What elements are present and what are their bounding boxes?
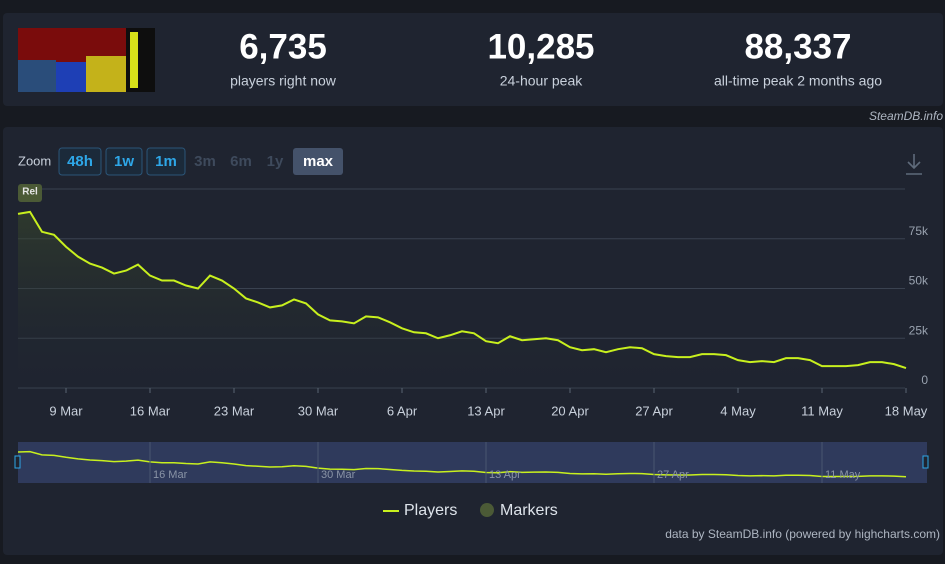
source: SteamDB.info xyxy=(869,109,943,123)
navigator-handle[interactable] xyxy=(922,455,929,469)
zoom-button[interactable]: 3m xyxy=(194,153,216,170)
x-tick-label: 30 Mar xyxy=(298,403,339,418)
x-tick-label: 23 Mar xyxy=(214,403,255,418)
navigator-label: 16 Mar xyxy=(153,469,188,481)
x-tick-label: 11 May xyxy=(801,403,843,418)
credits: data by SteamDB.info (powered by highcha… xyxy=(665,527,940,541)
x-tick-label: 27 Apr xyxy=(635,403,673,418)
stats-panel xyxy=(3,13,943,106)
zoom-label: Zoom xyxy=(18,153,51,168)
zoom-button-bg xyxy=(146,147,186,176)
y-tick-label: 25k xyxy=(909,323,929,337)
x-tick-label: 18 May xyxy=(885,403,928,418)
navigator-label: 30 Mar xyxy=(321,469,356,481)
legend-label[interactable]: Players xyxy=(404,502,457,519)
stat-value: 88,337 xyxy=(744,27,851,66)
area-fill xyxy=(18,211,906,388)
stat-label: players right now xyxy=(230,73,337,89)
line xyxy=(17,210,907,370)
navigator-label: 13 Apr xyxy=(489,469,521,481)
x-tick-label: 6 Apr xyxy=(387,403,418,418)
x-tick-label: 20 Apr xyxy=(551,403,589,418)
stat-value: 10,285 xyxy=(487,27,594,66)
zoom-button-bg xyxy=(105,147,143,176)
stat-value: 6,735 xyxy=(239,27,327,66)
zoom-button[interactable]: 1m xyxy=(155,153,177,170)
x-tick-label: 13 Apr xyxy=(467,403,505,418)
navigator-label: 11 May xyxy=(825,469,861,481)
stat-label: 24-hour peak xyxy=(500,73,584,89)
y-tick-label: 75k xyxy=(909,224,929,238)
download-icon[interactable] xyxy=(906,154,922,175)
x-tick-label: 9 Mar xyxy=(49,403,83,418)
legend-label[interactable]: Markers xyxy=(500,502,558,519)
y-tick-label: 0 xyxy=(921,373,928,387)
zoom-button[interactable]: 1y xyxy=(267,153,284,170)
zoom-button-bg xyxy=(293,148,343,175)
annotation: Rel xyxy=(22,187,38,198)
annotation-flag xyxy=(18,184,42,202)
x-tick-label: 4 May xyxy=(720,403,756,418)
x-tick-label: 16 Mar xyxy=(130,403,171,418)
zoom-button-bg xyxy=(58,147,102,176)
zoom-button[interactable]: 48h xyxy=(67,153,93,170)
legend-swatch xyxy=(480,503,494,517)
zoom-button[interactable]: 1w xyxy=(114,153,134,170)
game-image xyxy=(18,28,155,92)
navigator-label: 27 Apr xyxy=(657,469,689,481)
navigator-line xyxy=(17,450,907,478)
y-tick-label: 50k xyxy=(909,274,929,288)
navigator-handle[interactable] xyxy=(14,455,21,469)
zoom-button[interactable]: max xyxy=(303,153,334,170)
stat-label: all-time peak 2 months ago xyxy=(714,73,882,89)
zoom-button[interactable]: 6m xyxy=(230,153,252,170)
